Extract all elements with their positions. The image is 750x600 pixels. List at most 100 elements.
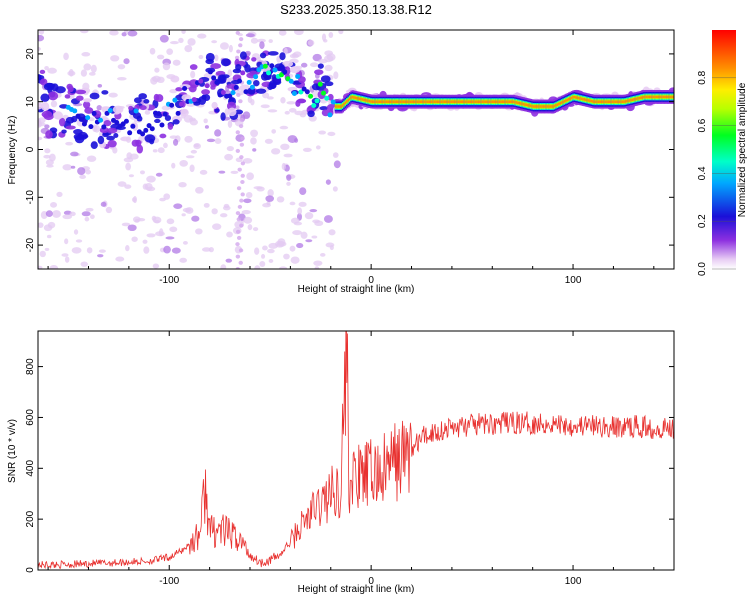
spectrogram-cell — [666, 95, 670, 99]
spectrogram-cell — [182, 85, 188, 91]
spectrogram-cell — [433, 100, 436, 103]
spectrogram-cell — [220, 264, 227, 269]
spectrogram-cell — [286, 181, 291, 186]
spectrogram-cell — [247, 224, 253, 231]
spectrogram-cell — [287, 135, 298, 143]
spectrogram-cell — [312, 53, 322, 62]
snr-series-line — [38, 331, 674, 570]
spectrogram-cell — [128, 105, 134, 111]
spectrogram-cell — [214, 138, 222, 144]
spectrogram-cell — [394, 100, 397, 103]
spectrogram-cell — [123, 118, 129, 124]
spectrogram-cell — [254, 247, 260, 255]
spectrogram-cell — [142, 239, 148, 244]
spectrogram-cell — [583, 98, 586, 101]
spectrogram-cell — [278, 266, 288, 269]
spectrogram-cell — [104, 110, 110, 116]
spectrogram-cell — [296, 98, 307, 104]
spectrogram-cell — [385, 100, 388, 103]
spectrogram-cell — [143, 127, 149, 133]
snr-x-tick-label: 100 — [565, 576, 582, 587]
spectrogram-cell — [83, 98, 92, 103]
spectrogram-cell — [302, 147, 312, 152]
spectrogram-cell — [190, 70, 196, 79]
spectrogram-cell — [50, 202, 58, 208]
spectrogram-cell — [327, 131, 336, 137]
spectrogram-cell — [108, 92, 118, 98]
spectrogram-cell — [182, 241, 188, 245]
spectrogram-cell — [388, 100, 391, 103]
spectrogram-cell — [255, 88, 267, 94]
spectrogram-cell — [169, 41, 179, 45]
spectrogram-cell — [582, 97, 585, 101]
spectrogram-cell — [563, 100, 566, 103]
spectrogram-cell — [64, 238, 69, 245]
snr-y-tick-label: 200 — [25, 510, 36, 527]
spectrogram-cell — [246, 172, 254, 181]
spectrogram-cell — [214, 108, 220, 113]
spectrogram-x-tick-label: -100 — [159, 275, 179, 286]
spectrogram-cell — [61, 129, 67, 134]
spectrogram-cell — [136, 144, 144, 154]
spectrogram-cell — [570, 96, 574, 100]
spectrogram-cell — [669, 95, 672, 99]
spectrogram-cell — [156, 54, 165, 60]
spectrogram-cell — [50, 100, 58, 108]
spectrogram-cell — [184, 135, 193, 143]
spectrogram-cell — [167, 123, 174, 130]
spectrogram-cell — [91, 110, 97, 116]
spectrogram-cell — [117, 64, 126, 70]
spectrogram-cell — [236, 93, 241, 98]
spectrogram-cell — [47, 67, 57, 74]
spectrogram-cell — [638, 96, 641, 100]
spectrogram-cell — [289, 201, 296, 206]
spectrogram-cell — [317, 63, 324, 69]
spectrogram-cell — [452, 100, 455, 103]
spectrogram-x-ticks: -100 0 100 — [47, 30, 655, 286]
spectrogram-cell — [577, 96, 581, 100]
spectrogram-cell — [162, 62, 171, 71]
spectrogram-cell — [378, 100, 381, 103]
spectrogram-cell — [515, 101, 518, 104]
snr-frame — [37, 330, 675, 571]
spectrogram-cell — [419, 100, 422, 103]
spectrogram-cell — [655, 95, 658, 99]
spectrogram-cell — [521, 102, 524, 106]
spectrogram-cell — [519, 102, 523, 105]
spectrogram-cell — [621, 100, 624, 103]
spectrogram-cell — [658, 95, 661, 99]
spectrogram-cell — [238, 124, 244, 129]
spectrogram-cell — [436, 100, 439, 103]
spectrogram-cell — [164, 114, 172, 121]
colorbar-gradient — [712, 30, 736, 269]
spectrogram-cell — [230, 170, 239, 174]
spectrogram-cell — [211, 40, 218, 44]
spectrogram-cell — [109, 30, 119, 36]
spectrogram-cell — [339, 105, 342, 108]
spectrogram-cell — [501, 100, 504, 103]
spectrogram-cell — [309, 209, 318, 213]
spectrogram-cell — [665, 95, 668, 99]
spectrogram-cell — [664, 95, 667, 99]
spectrogram-cell — [450, 100, 453, 103]
spectrogram-cell — [548, 105, 551, 108]
spectrogram-cell — [90, 64, 97, 73]
spectrogram-cell — [370, 100, 373, 103]
spectrogram-cell — [596, 100, 599, 103]
spectrogram-cell — [480, 100, 483, 103]
spectrogram-cell — [71, 247, 82, 254]
spectrogram-cell — [543, 105, 547, 108]
spectrogram-cell — [125, 245, 130, 252]
spectrogram-cell — [317, 81, 323, 87]
spectrogram-cell — [432, 100, 435, 103]
spectrogram-cell — [353, 96, 356, 99]
spectrogram-cell — [296, 243, 304, 249]
spectrogram-cell — [280, 143, 290, 151]
spectrogram-cell — [668, 95, 671, 99]
spectrogram-cell — [178, 101, 184, 107]
spectrogram-cell — [500, 100, 503, 103]
colorbar: 0.0 0.2 0.4 0.6 0.8 Normalized spectral ampl… — [697, 30, 748, 276]
spectrogram-cell — [401, 100, 404, 103]
spectrogram-cell — [617, 100, 620, 103]
spectrogram-cell — [139, 170, 145, 175]
